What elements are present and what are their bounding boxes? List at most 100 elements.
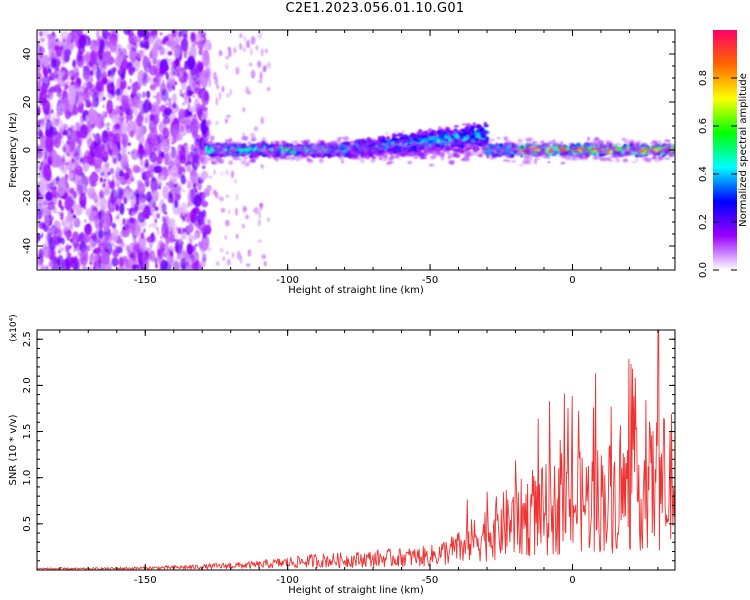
spectrogram-cell [55,176,60,182]
spectrogram-cell [45,135,54,153]
spectrogram-cell [58,241,62,250]
spectrogram-cell [257,31,263,40]
spectrogram-cell [418,129,423,133]
spectrogram-cell [99,122,102,127]
spectrogram-cell [477,125,481,128]
spectrogram-cell [210,135,215,141]
spectrogram-cell [103,178,107,182]
spectrogram-cell [67,86,77,106]
spectrogram-cell [149,250,156,262]
spectrogram-cell [70,80,75,86]
spectrogram-cell [205,118,211,128]
spectrogram-cell [190,255,195,263]
spectrogram-cell [107,36,112,41]
spectrogram-cell [55,38,59,43]
spectrogram-cell [203,142,206,147]
spectrogram-cell [211,148,215,151]
spectrogram-cell [50,215,55,221]
spectrogram-cell [652,139,657,144]
spectrogram-cell [89,50,97,65]
spectrogram-cell [56,211,59,214]
spectrogram-cell [44,195,53,206]
spectrogram-cell [47,67,52,74]
spectrogram-cell [50,52,56,60]
spectrogram-cell [461,157,465,161]
spectrogram-cell [192,94,195,98]
spectrogram-cell [116,142,120,150]
spectrogram-cell [182,189,186,193]
spectrogram-cell [40,123,45,131]
spectrogram-cell [195,244,198,247]
spectrogram-cell [115,95,119,102]
spectrogram-cell [143,30,150,41]
spectrogram-cell [70,38,74,44]
spectrogram-cell [238,157,242,162]
spectrogram-cell [173,47,181,59]
spectrogram-cell [225,55,230,60]
spectrogram-cell [311,151,317,155]
spectrogram-cell [209,43,212,52]
spectrogram-cell [47,35,56,54]
spectrogram-cell [155,227,159,230]
spectrogram-cell [171,141,174,145]
spectrogram-cell [43,117,47,121]
spectrogram-cell [465,129,472,133]
spectrogram-cell [259,71,263,81]
spectrogram-cell [89,261,93,265]
spectrogram-cell [104,186,111,195]
spectrogram-cell [110,134,118,145]
spectrogram-cell [196,150,200,156]
spectrogram-cell [193,222,196,226]
spectrogram-cell [258,79,263,84]
spectrogram-cell [394,130,399,134]
spectrogram-cell [85,115,90,122]
spectrogram-cell [188,97,192,104]
spectrogram-cell [466,133,473,136]
spectrogram-cell [246,90,252,95]
spectrogram-cell [59,69,66,77]
spectrogram-cell [190,32,195,40]
spectrogram-cell [106,40,111,48]
spectrogram-cell [174,58,180,67]
spectrogram-cell [106,126,110,131]
spectrogram-cell [111,222,117,229]
spectrogram-cell [186,90,193,97]
spectrogram-cell [219,247,224,253]
spectrogram-cell [72,61,76,67]
spectrogram-cell [149,165,153,169]
spectrogram-cell [195,137,201,147]
spectrogram-cell [129,78,132,84]
spectrogram-cell [245,263,251,267]
spectrogram-cell [37,80,42,91]
spectrogram-cell [101,71,108,84]
spectrogram-cell [252,208,258,213]
spectrogram-cell [201,165,206,170]
spectrogram-cell [139,167,145,173]
spectrogram-cell [226,93,231,98]
spectrogram-cell [561,153,567,157]
spectrogram-cell [40,232,44,238]
spectrogram-cell [261,48,264,57]
spectrogram-cell [82,81,89,95]
spectrogram-cell [110,30,118,42]
spectrogram-cell [37,174,42,179]
spectrogram-cell [130,176,135,182]
spectrogram-cell [96,36,102,42]
spectrogram-cell [73,239,76,242]
spectrogram-cell [153,77,157,82]
spectrogram-cell [167,232,171,237]
spectrogram-cell [120,153,129,171]
spectrogram-cell [72,218,81,228]
spectrogram-cell [149,113,155,121]
spectrogram-cell [182,102,186,106]
spectrogram-cell [170,66,177,74]
spectrogram-cell [488,138,495,143]
spectrogram-cell [318,158,324,164]
spectrogram-cell [57,258,61,266]
spectrogram-cell [161,111,170,119]
spectrogram-cell [218,49,223,57]
spectrogram-cell [235,207,238,216]
spectrogram-cell [480,127,485,132]
spectrogram-cell [160,247,165,254]
